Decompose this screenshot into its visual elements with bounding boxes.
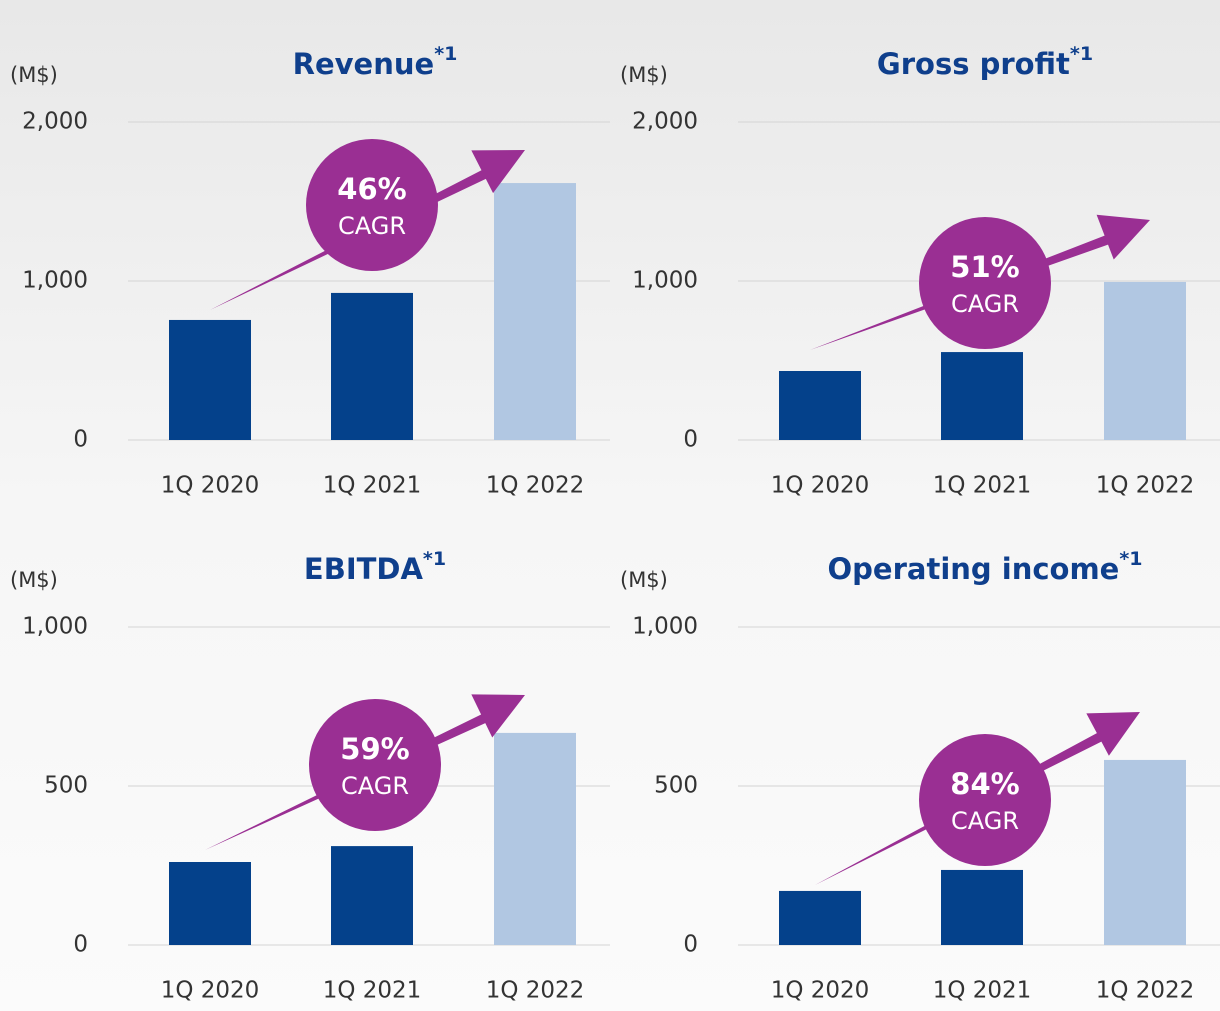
y-tick-label: 0 xyxy=(683,932,698,958)
x-tick-label: 1Q 2020 xyxy=(771,473,870,499)
cagr-value: 51% xyxy=(950,250,1019,284)
cagr-badge xyxy=(919,217,1051,349)
title-text: Revenue xyxy=(293,47,435,81)
bar xyxy=(169,862,251,945)
cagr-value: 59% xyxy=(340,732,409,766)
cagr-arrow xyxy=(810,214,1150,350)
cagr-label: CAGR xyxy=(341,772,409,800)
title-note: *1 xyxy=(434,43,457,65)
bar xyxy=(494,183,576,440)
cagr-badge xyxy=(919,734,1051,866)
title-text: Gross profit xyxy=(877,47,1070,81)
chart-title: Revenue*1 xyxy=(293,43,458,82)
bar xyxy=(941,869,1023,945)
cagr-label: CAGR xyxy=(951,807,1019,835)
y-tick-label: 0 xyxy=(683,427,698,453)
y-tick-label: 2,000 xyxy=(632,109,698,135)
y-tick-label: 1,000 xyxy=(632,614,698,640)
title-note: *1 xyxy=(1070,43,1093,65)
bar xyxy=(494,732,576,945)
y-tick-label: 1,000 xyxy=(632,268,698,294)
x-tick-label: 1Q 2022 xyxy=(1096,978,1195,1004)
chart-title: Gross profit*1 xyxy=(877,43,1093,82)
cagr-badge xyxy=(309,699,441,831)
bar xyxy=(331,846,413,945)
bar xyxy=(779,370,861,440)
y-tick-label: 500 xyxy=(654,773,698,799)
bar xyxy=(169,319,251,440)
bar xyxy=(941,352,1023,440)
y-axis-label: (M$) xyxy=(10,568,58,592)
title-text: EBITDA xyxy=(304,552,424,586)
cagr-badge xyxy=(306,139,438,271)
y-axis-label: (M$) xyxy=(620,568,668,592)
bar xyxy=(1104,281,1186,440)
bar xyxy=(331,292,413,440)
cagr-value: 84% xyxy=(950,767,1019,801)
x-tick-label: 1Q 2021 xyxy=(323,473,422,499)
y-tick-label: 500 xyxy=(44,773,88,799)
x-tick-label: 1Q 2020 xyxy=(161,978,260,1004)
cagr-value: 46% xyxy=(337,172,406,206)
y-tick-label: 0 xyxy=(73,427,88,453)
title-note: *1 xyxy=(423,548,446,570)
x-tick-label: 1Q 2022 xyxy=(1096,473,1195,499)
cagr-label: CAGR xyxy=(951,290,1019,318)
x-tick-label: 1Q 2020 xyxy=(161,473,260,499)
x-tick-label: 1Q 2021 xyxy=(933,978,1032,1004)
x-tick-label: 1Q 2021 xyxy=(323,978,422,1004)
y-tick-label: 1,000 xyxy=(22,268,88,294)
x-tick-label: 1Q 2021 xyxy=(933,473,1032,499)
x-tick-label: 1Q 2022 xyxy=(486,473,585,499)
y-tick-label: 0 xyxy=(73,932,88,958)
chart-title: EBITDA*1 xyxy=(304,548,446,587)
y-tick-label: 1,000 xyxy=(22,614,88,640)
y-tick-label: 2,000 xyxy=(22,109,88,135)
bar xyxy=(779,890,861,945)
bar xyxy=(1104,759,1186,945)
cagr-label: CAGR xyxy=(338,212,406,240)
title-note: *1 xyxy=(1119,548,1142,570)
y-axis-label: (M$) xyxy=(10,63,58,87)
title-text: Operating income xyxy=(828,552,1120,586)
y-axis-label: (M$) xyxy=(620,63,668,87)
x-tick-label: 1Q 2020 xyxy=(771,978,870,1004)
chart-title: Operating income*1 xyxy=(828,548,1143,587)
x-tick-label: 1Q 2022 xyxy=(486,978,585,1004)
